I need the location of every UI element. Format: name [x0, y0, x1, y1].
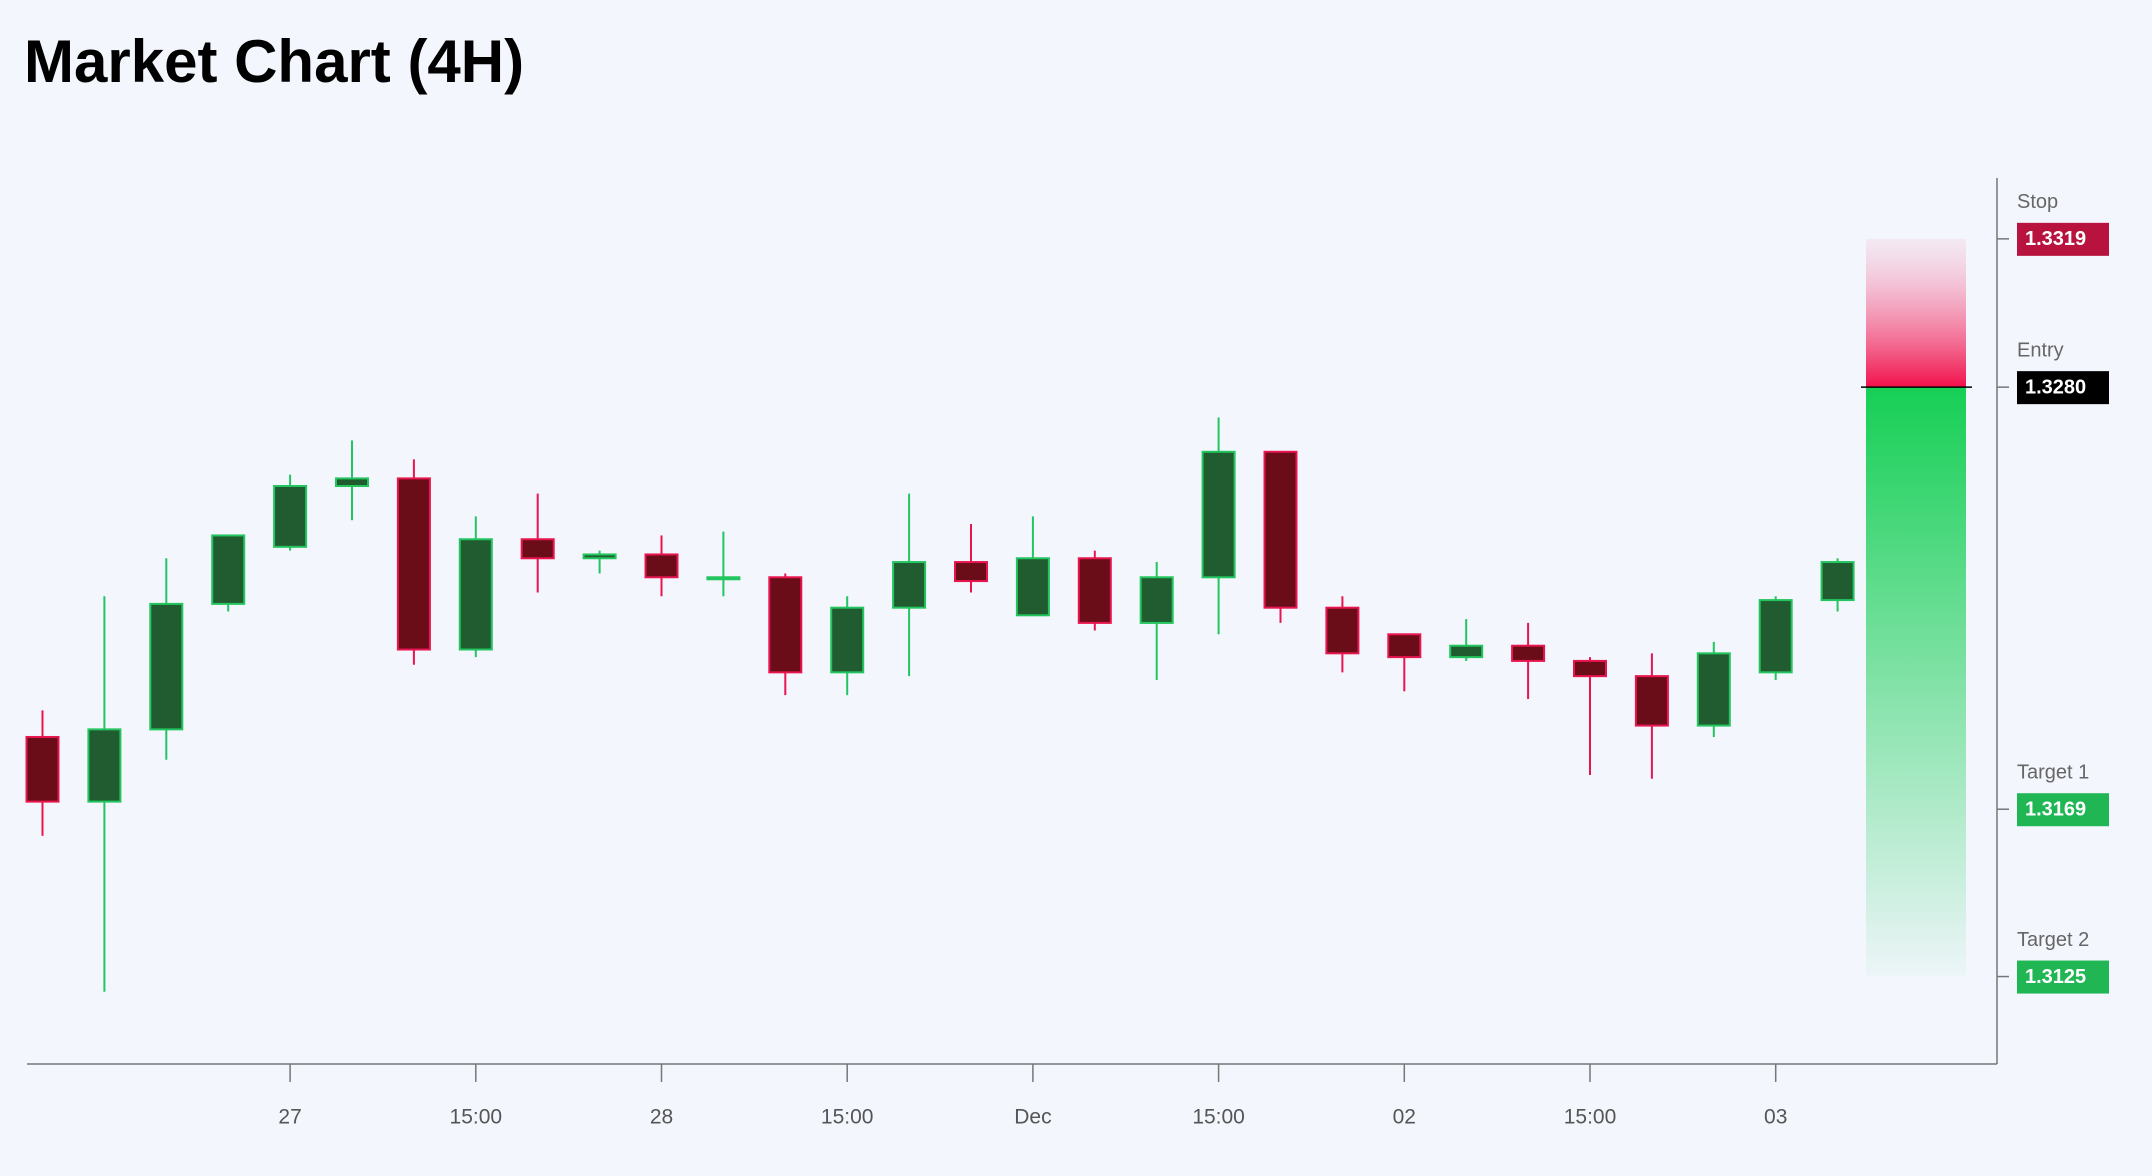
candle-body: [830, 606, 865, 674]
candle-body: [1015, 557, 1050, 617]
x-tick-label: 15:00: [1192, 1106, 1245, 1129]
candle-body: [1387, 633, 1422, 659]
candle-body: [520, 538, 555, 560]
candle-body: [1511, 644, 1546, 662]
level-box: [2017, 371, 2109, 405]
x-tick-label: 15:00: [1564, 1106, 1617, 1129]
candle-body: [1449, 644, 1484, 659]
candle-body: [149, 602, 184, 731]
x-tick-label: 15:00: [821, 1106, 874, 1129]
level-value: 1.3169: [2025, 799, 2086, 821]
level-name: Target 2: [2017, 929, 2089, 951]
candle-body: [582, 553, 617, 560]
candle-body: [892, 561, 927, 609]
candle-body: [1573, 659, 1607, 678]
x-tick-label: 27: [278, 1106, 301, 1129]
candle-body: [954, 561, 988, 583]
candle-body: [706, 576, 741, 581]
candle-body: [644, 553, 679, 579]
candle-body: [396, 477, 431, 651]
level-box: [2017, 793, 2109, 827]
level-name: Stop: [2017, 191, 2058, 213]
candle-body: [335, 477, 369, 488]
x-tick-label: 28: [650, 1106, 673, 1129]
level-name: Entry: [2017, 339, 2064, 361]
candle-body: [1758, 599, 1793, 674]
candle-body: [1634, 675, 1669, 727]
candle-body: [87, 728, 122, 803]
candle-body: [458, 538, 493, 651]
stop-zone: [1866, 238, 1966, 388]
level-box: [2017, 960, 2109, 994]
candle-body: [768, 576, 803, 674]
candle-body: [1077, 557, 1112, 624]
x-tick-label: 03: [1764, 1106, 1787, 1129]
level-value: 1.3280: [2025, 376, 2086, 398]
level-value: 1.3319: [2025, 228, 2086, 250]
level-box: [2017, 222, 2109, 256]
level-name: Target 1: [2017, 762, 2089, 784]
candle-body: [1139, 576, 1174, 624]
candle-body: [1696, 652, 1731, 727]
candle-body: [1263, 450, 1298, 609]
target-zone: [1866, 387, 1966, 977]
level-value: 1.3125: [2025, 966, 2086, 988]
candle-body: [1325, 606, 1360, 655]
x-tick-label: Dec: [1014, 1106, 1051, 1129]
candle-body: [273, 485, 308, 548]
chart-title: Market Chart (4H): [24, 28, 524, 95]
x-tick-label: 02: [1393, 1106, 1416, 1129]
candle-body: [1201, 450, 1236, 579]
x-tick-label: 15:00: [450, 1106, 503, 1129]
candle-body: [211, 534, 246, 605]
candle-body: [1820, 561, 1855, 602]
candle-body: [25, 735, 60, 803]
